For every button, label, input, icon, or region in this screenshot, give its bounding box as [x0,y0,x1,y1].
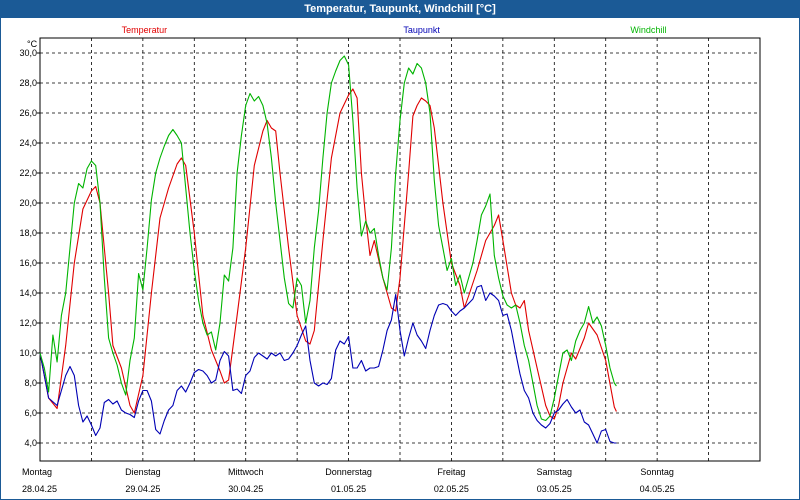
y-tick-label: 18,0 [19,228,37,238]
series-line-temperatur [39,88,617,420]
x-day-label: Dienstag [125,467,161,477]
x-day-label: Montag [22,467,52,477]
y-tick-label: 8,0 [24,378,37,388]
y-tick-label: 24,0 [19,138,37,148]
y-tick-label: 4,0 [24,438,37,448]
y-tick-label: 20,0 [19,198,37,208]
x-date-label: 04.05.25 [640,484,675,494]
y-tick-label: 28,0 [19,78,37,88]
x-day-label: Donnerstag [325,467,372,477]
x-day-label: Sonntag [640,467,674,477]
series-lines [39,55,617,444]
y-tick-label: 16,0 [19,258,37,268]
y-axis-unit: °C [27,39,38,49]
x-day-label: Mittwoch [228,467,264,477]
grid [40,38,760,461]
chart-title: Temperatur, Taupunkt, Windchill [°C] [0,0,800,18]
legend: Temperatur Taupunkt Windchill [122,25,667,35]
y-tick-label: 12,0 [19,318,37,328]
x-axis-labels: Montag 28.04.25 Dienstag 29.04.25 Mittwoch 30… [22,467,675,494]
y-tick-label: 6,0 [24,408,37,418]
x-date-label: 28.04.25 [22,484,57,494]
y-tick-label: 26,0 [19,108,37,118]
x-day-label: Freitag [437,467,465,477]
y-tick-label: 30,0 [19,48,37,58]
x-date-label: 01.05.25 [331,484,366,494]
y-tick-label: 22,0 [19,168,37,178]
x-date-label: 02.05.25 [434,484,469,494]
legend-label-temperatur: Temperatur [122,25,168,35]
x-date-label: 30.04.25 [228,484,263,494]
x-date-label: 03.05.25 [537,484,572,494]
x-date-label: 29.04.25 [125,484,160,494]
y-axis-ticks: 30,0 28,0 26,0 24,0 22,0 20,0 18,0 16,0 14,0 12,0… [19,48,40,448]
y-tick-label: 10,0 [19,348,37,358]
y-tick-label: 14,0 [19,288,37,298]
legend-label-windchill: Windchill [630,25,666,35]
series-line-windchill [39,55,617,422]
legend-label-taupunkt: Taupunkt [403,25,440,35]
x-day-label: Samstag [537,467,573,477]
series-line-taupunkt [39,284,617,444]
